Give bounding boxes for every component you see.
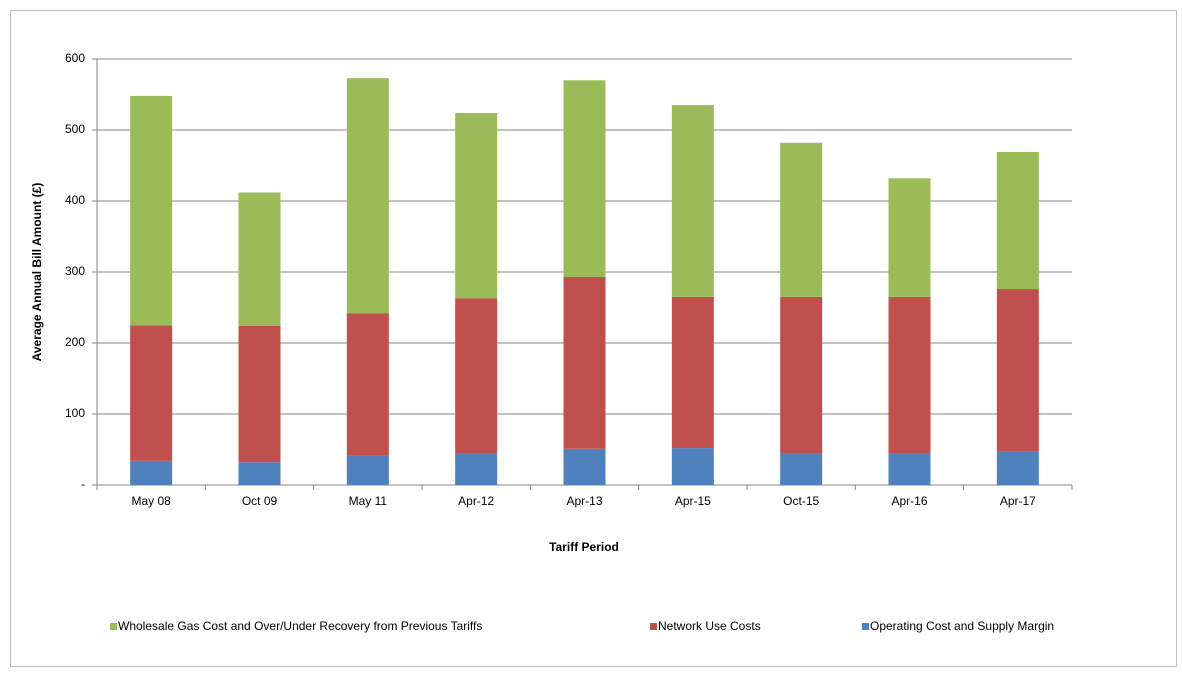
y-tick-label: 500 bbox=[65, 122, 85, 136]
y-axis-label: Average Annual Bill Amount (£) bbox=[30, 183, 44, 362]
y-tick-label: - bbox=[81, 477, 85, 491]
bar-segment bbox=[238, 462, 281, 485]
bar-segment bbox=[780, 296, 823, 454]
bar-segment bbox=[888, 178, 931, 297]
y-tick-label: 300 bbox=[65, 264, 85, 278]
y-tick-label: 600 bbox=[65, 51, 85, 65]
bar-segment bbox=[888, 453, 931, 485]
bar-segment bbox=[563, 448, 606, 485]
bar-segment bbox=[346, 455, 389, 485]
x-tick-label: Apr-16 bbox=[891, 494, 927, 508]
x-tick-label: Apr-13 bbox=[566, 494, 602, 508]
bar-segment bbox=[671, 296, 714, 449]
bar-segment bbox=[238, 325, 281, 463]
legend-swatch bbox=[110, 623, 117, 630]
legend-label: Network Use Costs bbox=[658, 619, 761, 633]
bar-segment bbox=[780, 453, 823, 485]
bar-segment bbox=[346, 313, 389, 456]
y-tick-label: 400 bbox=[65, 193, 85, 207]
bar-segment bbox=[130, 95, 173, 326]
x-tick-label: Oct 09 bbox=[242, 494, 278, 508]
bar-segment bbox=[563, 276, 606, 449]
bar-segment bbox=[996, 451, 1039, 485]
x-tick-label: May 11 bbox=[349, 494, 388, 508]
bar-segment bbox=[563, 80, 606, 277]
bar-segment bbox=[455, 453, 498, 485]
bar-segment bbox=[671, 448, 714, 485]
bar-segment bbox=[346, 78, 389, 314]
bar-segment bbox=[455, 298, 498, 454]
legend-swatch bbox=[862, 623, 869, 630]
legend-label: Wholesale Gas Cost and Over/Under Recove… bbox=[118, 619, 482, 633]
bar-segment bbox=[130, 325, 173, 461]
x-tick-label: Apr-17 bbox=[1000, 494, 1036, 508]
bar-segment bbox=[455, 112, 498, 299]
bar-segment bbox=[888, 296, 931, 454]
x-axis-label: Tariff Period bbox=[549, 540, 619, 554]
x-tick-label: Apr-12 bbox=[458, 494, 494, 508]
x-tick-label: Oct-15 bbox=[783, 494, 819, 508]
bar-segment bbox=[996, 289, 1039, 452]
y-tick-label: 200 bbox=[65, 335, 85, 349]
bar-segment bbox=[238, 192, 281, 326]
legend-label: Operating Cost and Supply Margin bbox=[870, 619, 1054, 633]
y-tick-label: 100 bbox=[65, 406, 85, 420]
bar-segment bbox=[130, 460, 173, 485]
x-tick-label: Apr-15 bbox=[675, 494, 711, 508]
bar-segment bbox=[996, 152, 1039, 290]
x-tick-label: May 08 bbox=[131, 494, 171, 508]
bar-segment bbox=[671, 105, 714, 297]
bar-segment bbox=[780, 142, 823, 297]
legend-swatch bbox=[650, 623, 657, 630]
